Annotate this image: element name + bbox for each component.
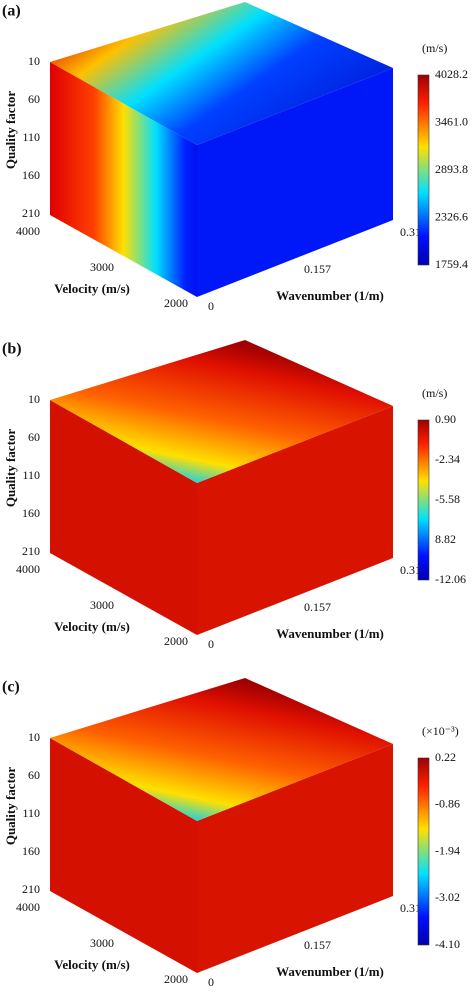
tick-label: 4000 <box>16 900 40 914</box>
tick-label: 160 <box>22 168 40 182</box>
axis-title: Quality factor <box>3 91 18 170</box>
tick-label: 0 <box>208 637 214 651</box>
tick-label: 110 <box>22 130 40 144</box>
left-face <box>50 62 197 297</box>
axis-title: Wavenumber (1/m) <box>276 288 384 303</box>
colorbar-tick-label: 0.90 <box>435 412 456 426</box>
left-face <box>50 400 197 635</box>
colorbar-tick-label: -2.34 <box>435 452 460 466</box>
tick-label: 3000 <box>90 936 114 950</box>
tick-label: 210 <box>22 544 40 558</box>
axis-title: Quality factor <box>3 767 18 846</box>
colorbar-tick-label: -0.86 <box>435 797 460 811</box>
panel-label: (a) <box>2 3 21 20</box>
tick-label: 0.157 <box>304 262 331 276</box>
tick-label: 2000 <box>164 296 188 310</box>
colorbar-tick-label: 1759.4 <box>435 257 468 271</box>
tick-label: 10 <box>28 54 40 68</box>
axis-title: Wavenumber (1/m) <box>276 964 384 979</box>
panel-label: (c) <box>2 679 20 696</box>
axis-title: Velocity (m/s) <box>54 619 130 634</box>
axis-title: Wavenumber (1/m) <box>276 626 384 641</box>
colorbar <box>417 757 430 946</box>
colorbar-unit: (m/s) <box>422 41 447 55</box>
right-face <box>197 68 393 297</box>
colorbar-tick-label: 8.82 <box>435 532 456 546</box>
colorbar-tick-label: -4.10 <box>435 937 460 951</box>
panel-label: (b) <box>2 341 22 358</box>
left-face <box>50 738 197 973</box>
tick-label: 60 <box>28 92 40 106</box>
right-face <box>197 744 393 973</box>
colorbar-tick-label: -1.94 <box>435 843 460 857</box>
tick-label: 0 <box>208 975 214 989</box>
axis-title: Velocity (m/s) <box>54 281 130 296</box>
tick-label: 210 <box>22 206 40 220</box>
tick-label: 60 <box>28 768 40 782</box>
colorbar-tick-label: 2326.6 <box>435 209 468 223</box>
colorbar-tick-label: 2893.8 <box>435 162 468 176</box>
tick-label: 2000 <box>164 634 188 648</box>
tick-label: 10 <box>28 730 40 744</box>
tick-label: 110 <box>22 468 40 482</box>
colorbar <box>417 419 430 581</box>
tick-label: 210 <box>22 882 40 896</box>
tick-label: 2000 <box>164 972 188 986</box>
colorbar-tick-label: -3.02 <box>435 890 460 904</box>
tick-label: 0.157 <box>304 600 331 614</box>
right-face <box>197 406 393 635</box>
axis-title: Quality factor <box>3 429 18 508</box>
tick-label: 3000 <box>90 598 114 612</box>
top-face <box>50 340 393 483</box>
colorbar-tick-label: 3461.0 <box>435 114 468 128</box>
tick-label: 4000 <box>16 224 40 238</box>
colorbar-tick-label: -12.06 <box>435 572 466 586</box>
axis-title: Velocity (m/s) <box>54 957 130 972</box>
tick-label: 4000 <box>16 562 40 576</box>
tick-label: 110 <box>22 806 40 820</box>
colorbar-unit: (m/s) <box>422 386 447 400</box>
top-face <box>50 678 393 821</box>
colorbar-unit: (×10⁻³) <box>422 724 459 738</box>
tick-label: 0.157 <box>304 938 331 952</box>
colorbar-tick-label: 4028.2 <box>435 67 468 81</box>
tick-label: 60 <box>28 430 40 444</box>
tick-label: 3000 <box>90 260 114 274</box>
tick-label: 160 <box>22 506 40 520</box>
colorbar-tick-label: 0.22 <box>435 750 456 764</box>
colorbar-tick-label: -5.58 <box>435 492 460 506</box>
tick-label: 10 <box>28 392 40 406</box>
tick-label: 160 <box>22 844 40 858</box>
tick-label: 0 <box>208 299 214 313</box>
top-face <box>50 2 393 145</box>
colorbar <box>417 74 430 266</box>
